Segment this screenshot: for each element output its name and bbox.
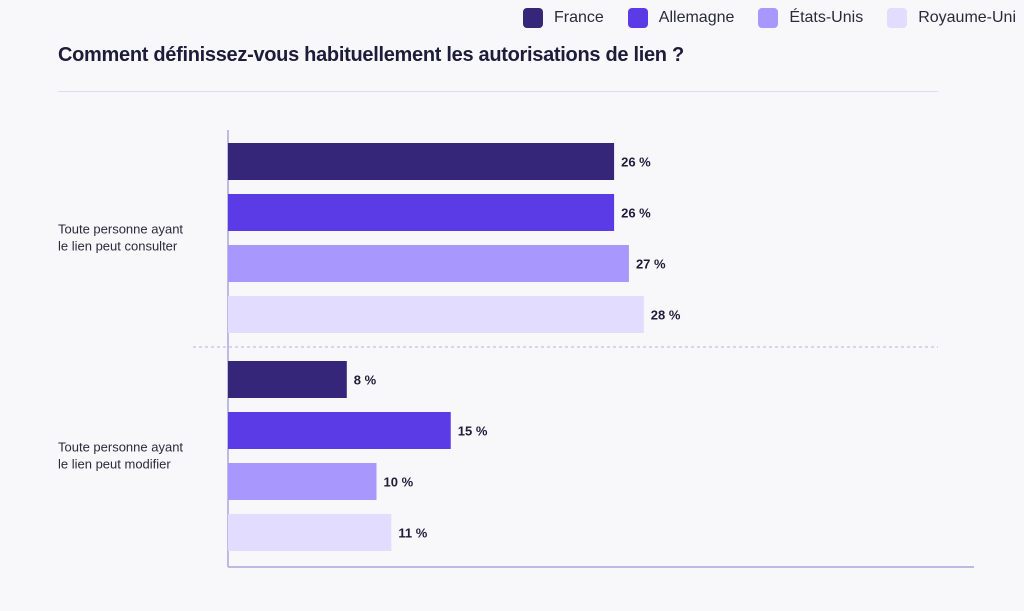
legend-item-france: France (522, 8, 604, 28)
title-divider (58, 91, 938, 92)
data-label: 10 % (384, 475, 414, 490)
bar (228, 143, 615, 180)
bar (228, 514, 392, 551)
data-label: 15 % (458, 424, 488, 439)
chart-title: Comment définissez-vous habituellement l… (58, 44, 684, 66)
legend-label: Royaume-Uni (918, 9, 1016, 26)
category-label: le lien peut consulter (58, 239, 178, 254)
category-label: Toute personne ayant (58, 440, 183, 455)
data-label: 27 % (636, 257, 666, 272)
data-label: 11 % (398, 526, 427, 541)
legend: France Allemagne États-Unis Royaume-Uni (499, 8, 1016, 28)
legend-label: États-Unis (789, 9, 864, 26)
bar (228, 412, 451, 449)
bar (228, 296, 644, 333)
legend-label: France (553, 9, 604, 26)
bar (228, 245, 629, 282)
legend-swatch (522, 8, 543, 28)
legend-swatch (627, 8, 648, 28)
category-label: Toute personne ayant (58, 222, 183, 237)
bar (228, 361, 347, 398)
bar (228, 463, 377, 500)
legend-swatch (758, 8, 779, 28)
legend-item-allemagne: Allemagne (627, 8, 735, 28)
bar (228, 194, 615, 231)
legend-swatch (887, 8, 908, 28)
data-label: 8 % (354, 373, 377, 388)
category-label: le lien peut modifier (58, 457, 171, 472)
legend-item-royaume-uni: Royaume-Uni (887, 8, 1016, 28)
data-label: 26 % (621, 206, 651, 221)
legend-item-etats-unis: États-Unis (758, 8, 863, 28)
data-label: 26 % (621, 155, 651, 170)
legend-label: Allemagne (658, 9, 735, 26)
data-label: 28 % (651, 308, 681, 323)
